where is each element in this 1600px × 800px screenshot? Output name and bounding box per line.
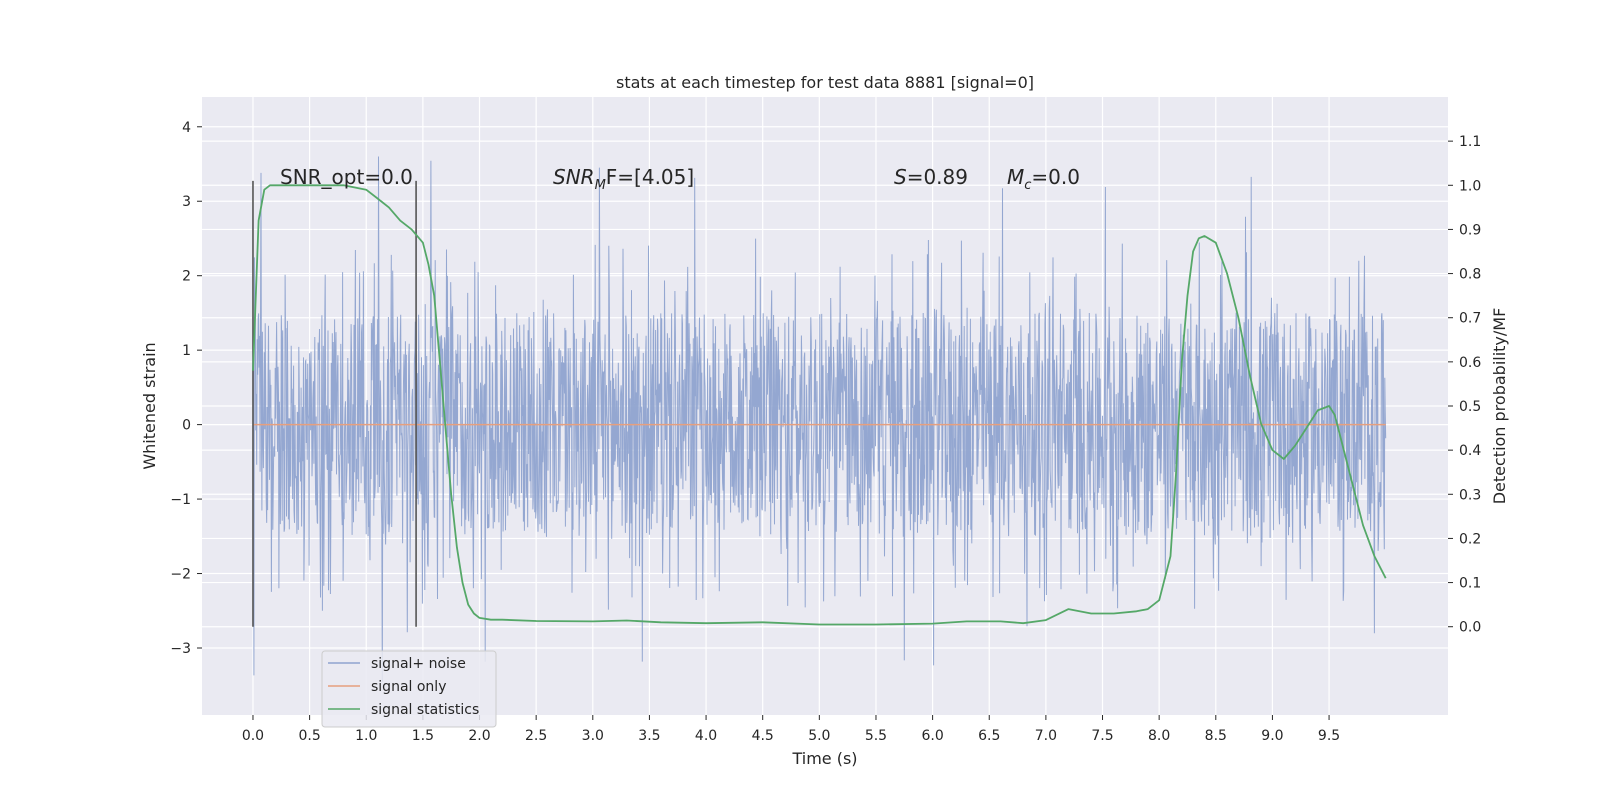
y2-tick-label: 0.3: [1459, 487, 1481, 503]
annotation-mc: Mc=0.0: [1007, 165, 1080, 193]
annotation-snr-mf-sub: M: [595, 178, 606, 193]
annotation-s-value: =0.89: [907, 165, 968, 189]
y2-axis-label: Detection probability/MF: [1490, 308, 1509, 505]
y2-tick-label: 0.0: [1459, 620, 1481, 636]
y2-tick-label: 0.1: [1459, 576, 1481, 592]
y2-tick-label: 0.6: [1459, 355, 1481, 371]
series-signal-noise: [252, 156, 1387, 682]
annotation-s-label: S: [894, 165, 907, 189]
y2-tick-label: 1.0: [1459, 178, 1481, 194]
annotation-mc-value: =0.0: [1031, 165, 1080, 189]
x-tick-label: 4.0: [695, 728, 717, 744]
statistics-line: [252, 184, 1387, 626]
y2-tick-label: 0.4: [1459, 443, 1481, 459]
y2-tick-label: 0.8: [1459, 267, 1481, 283]
x-tick-label: 0.0: [242, 728, 264, 744]
noise-line: [252, 156, 1387, 682]
x-tick-label: 9.0: [1261, 728, 1283, 744]
x-axis-ticks: 0.0 0.5 1.0 1.5 2.0 2.5 3.0 3.5 4.0 4.5 5.0 5.5 6.0 6…: [242, 715, 1340, 744]
y2-axis-ticks: 0.0 0.1 0.2 0.3 0.4 0.5 0.6 0.7 0.8 0.9 1.0 1.1: [1448, 134, 1481, 636]
legend-label-signal-noise: signal+ noise: [371, 656, 466, 672]
annotation-snr-opt: SNR_opt=0.0: [280, 165, 413, 189]
x-tick-label: 3.0: [582, 728, 604, 744]
x-tick-label: 2.0: [468, 728, 490, 744]
y2-tick-label: 0.7: [1459, 311, 1481, 327]
annotation-s: S=0.89: [894, 165, 968, 189]
chart-title: stats at each timestep for test data 888…: [616, 73, 1034, 92]
x-tick-label: 5.0: [808, 728, 830, 744]
legend-label-signal-only: signal only: [371, 679, 446, 695]
y-tick-label: 0: [182, 418, 191, 434]
y-axis-label: Whitened strain: [140, 342, 159, 469]
x-tick-label: 0.5: [298, 728, 320, 744]
y2-tick-label: 1.1: [1459, 134, 1481, 150]
x-tick-label: 1.5: [412, 728, 434, 744]
y-tick-label: 3: [182, 194, 191, 210]
y-axis-ticks: −3 −2 −1 0 1 2 3 4: [170, 120, 202, 657]
x-tick-label: 8.5: [1205, 728, 1227, 744]
annotation-mc-label: M: [1007, 165, 1024, 189]
legend-box: [321, 650, 497, 728]
x-tick-label: 6.0: [921, 728, 943, 744]
y-tick-label: 1: [182, 343, 191, 359]
x-tick-label: 1.0: [355, 728, 377, 744]
legend: signal+ noise signal only signal statist…: [321, 650, 497, 728]
vertical-markers: [252, 180, 417, 627]
annotation-snr-mf-prefix: SNR: [553, 165, 595, 189]
x-tick-label: 7.0: [1035, 728, 1057, 744]
y-tick-label: −1: [170, 492, 191, 508]
x-tick-label: 7.5: [1091, 728, 1113, 744]
x-tick-label: 4.5: [752, 728, 774, 744]
y-tick-label: 4: [182, 120, 191, 136]
x-tick-label: 8.0: [1148, 728, 1170, 744]
y-tick-label: −3: [170, 641, 191, 657]
y2-tick-label: 0.2: [1459, 531, 1481, 547]
x-axis-label: Time (s): [791, 749, 857, 768]
y-tick-label: −2: [170, 567, 191, 583]
x-tick-label: 3.5: [638, 728, 660, 744]
y-tick-label: 2: [182, 269, 191, 285]
y2-tick-label: 0.5: [1459, 399, 1481, 415]
x-tick-label: 6.5: [978, 728, 1000, 744]
annotation-snr-mf: SNRMF=[4.05]: [553, 165, 694, 193]
x-tick-label: 2.5: [525, 728, 547, 744]
annotation-snr-mf-suffix: F=[4.05]: [606, 165, 694, 189]
x-tick-label: 9.5: [1318, 728, 1340, 744]
series-signal-statistics: [252, 184, 1387, 626]
y2-tick-label: 0.9: [1459, 222, 1481, 238]
legend-label-signal-statistics: signal statistics: [371, 702, 479, 718]
x-tick-label: 5.5: [865, 728, 887, 744]
annotation-mc-sub: c: [1024, 178, 1031, 193]
